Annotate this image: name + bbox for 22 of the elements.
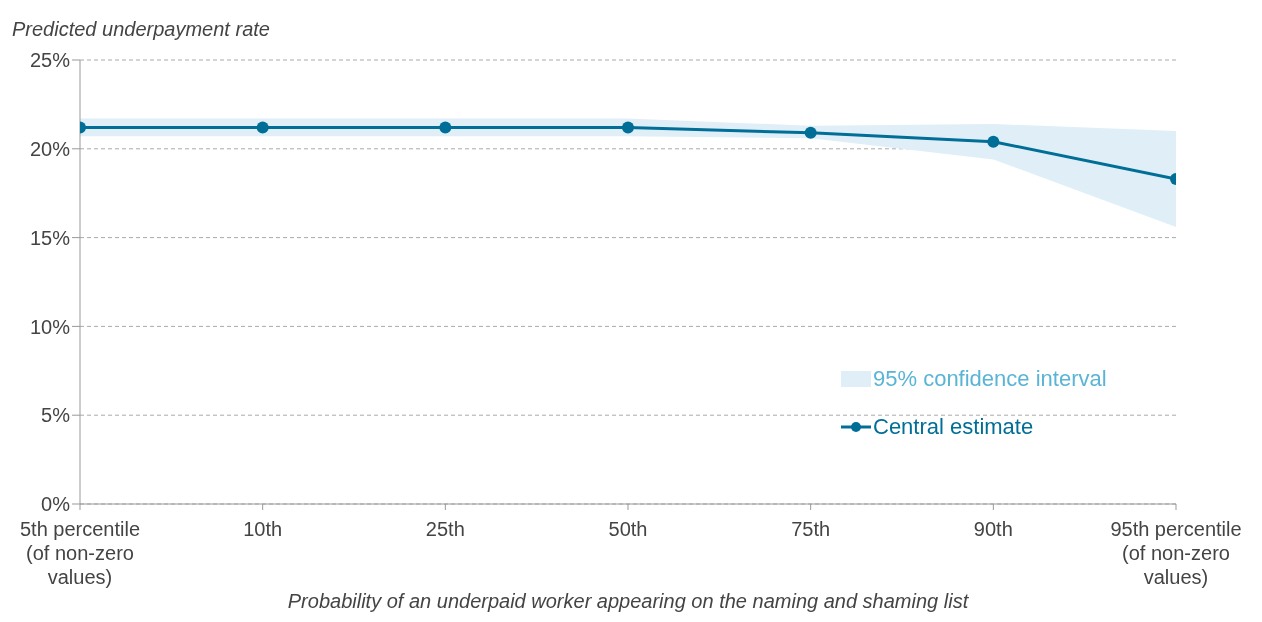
y-tick-label: 0% bbox=[41, 493, 71, 516]
y-axis-title: Predicted underpayment rate bbox=[12, 18, 270, 40]
x-tick-label: 10th bbox=[243, 518, 283, 540]
y-tick-label: 25% bbox=[29, 49, 71, 72]
point bbox=[622, 121, 634, 134]
annotation: 95% confidence interval bbox=[873, 366, 1107, 391]
y-tick-label: 20% bbox=[29, 137, 71, 160]
y-tick-label: 5% bbox=[41, 404, 71, 427]
point bbox=[804, 126, 817, 139]
x-tick-label: 25th bbox=[425, 518, 465, 540]
y-tick-label: 15% bbox=[29, 226, 71, 249]
x-tick-label: 5th percentile (of non-zero values) bbox=[19, 518, 141, 588]
point bbox=[987, 135, 1000, 148]
x-tick-label: 75th bbox=[791, 518, 831, 540]
point bbox=[256, 121, 269, 134]
x-tick-label: 50th bbox=[608, 518, 648, 540]
point bbox=[439, 121, 452, 134]
y-tick-label: 10% bbox=[29, 315, 71, 338]
x-tick-label: 95th percentile (of non-zero values) bbox=[1110, 518, 1242, 588]
x-tick-label: 90th bbox=[973, 518, 1013, 540]
legend-label: Central estimate bbox=[873, 414, 1034, 439]
x-axis-title: Probability of an underpaid worker appearing on the naming and shaming list bbox=[287, 590, 970, 612]
